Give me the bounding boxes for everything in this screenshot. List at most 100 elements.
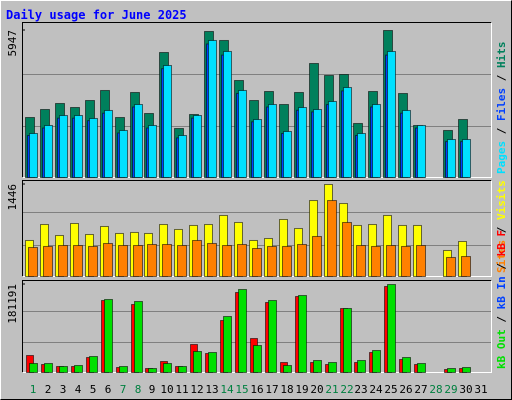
bar bbox=[447, 367, 456, 373]
legend-entry: kB F bbox=[495, 230, 508, 257]
bar bbox=[372, 349, 381, 373]
legend-entry: Files bbox=[495, 88, 508, 121]
x-tick-label: 10 bbox=[160, 383, 173, 396]
bar bbox=[28, 246, 38, 277]
bar bbox=[342, 221, 352, 277]
bar bbox=[223, 315, 232, 374]
bar bbox=[328, 361, 337, 373]
x-tick-label: 19 bbox=[295, 383, 308, 396]
bar bbox=[193, 115, 202, 179]
x-tick-label: 18 bbox=[280, 383, 293, 396]
chart-title: Daily usage for June 2025 bbox=[6, 8, 187, 22]
bar bbox=[73, 245, 83, 277]
bar bbox=[119, 129, 128, 178]
bar bbox=[74, 115, 83, 179]
bar bbox=[312, 235, 322, 277]
x-tick-label: 11 bbox=[175, 383, 188, 396]
x-tick-label: 26 bbox=[399, 383, 412, 396]
plot-border bbox=[22, 180, 492, 277]
legend-separator: / bbox=[495, 68, 508, 88]
x-tick-label: 9 bbox=[149, 383, 156, 396]
bar bbox=[44, 124, 53, 178]
x-tick-label: 3 bbox=[60, 383, 67, 396]
legend-separator: / bbox=[495, 121, 508, 141]
x-tick-label: 31 bbox=[474, 383, 487, 396]
bar bbox=[386, 245, 396, 277]
x-tick-label: 25 bbox=[384, 383, 397, 396]
bar bbox=[253, 344, 262, 373]
bar bbox=[268, 300, 277, 373]
bar bbox=[178, 135, 187, 178]
bar bbox=[387, 50, 396, 178]
bar bbox=[58, 245, 68, 277]
x-tick-label: 23 bbox=[354, 383, 367, 396]
bar bbox=[162, 243, 172, 278]
bar bbox=[282, 245, 292, 278]
bar bbox=[297, 243, 307, 278]
legend-separator: / bbox=[495, 256, 508, 276]
bar bbox=[447, 139, 456, 178]
bar bbox=[343, 87, 352, 178]
bar bbox=[192, 239, 202, 278]
x-tick-label: 6 bbox=[105, 383, 112, 396]
legend: Sites / Visits bbox=[495, 180, 508, 273]
legend-separator: / bbox=[495, 309, 508, 329]
x-tick-label: 5 bbox=[90, 383, 97, 396]
bar bbox=[283, 130, 292, 178]
bar bbox=[313, 359, 322, 374]
bar bbox=[357, 133, 366, 178]
bar bbox=[119, 365, 128, 374]
bar bbox=[417, 362, 426, 373]
bar bbox=[298, 294, 307, 373]
bar bbox=[462, 139, 471, 178]
bar bbox=[238, 289, 247, 373]
x-tick-label: 2 bbox=[45, 383, 52, 396]
bar bbox=[134, 104, 143, 178]
bar bbox=[148, 124, 157, 178]
x-tick-label: 29 bbox=[444, 383, 457, 396]
bar bbox=[207, 242, 217, 277]
bar bbox=[402, 356, 411, 373]
bar bbox=[357, 359, 366, 374]
bar bbox=[328, 100, 337, 178]
x-tick-label: 28 bbox=[429, 383, 442, 396]
bar bbox=[416, 245, 426, 277]
y-tick-label: 1446 bbox=[6, 184, 19, 211]
x-tick-label: 30 bbox=[459, 383, 472, 396]
bar bbox=[29, 362, 38, 373]
bar bbox=[89, 355, 98, 373]
bar bbox=[402, 109, 411, 178]
plot-border bbox=[22, 22, 492, 178]
bar bbox=[401, 245, 411, 278]
bar bbox=[59, 365, 68, 374]
bar bbox=[43, 245, 53, 278]
bar bbox=[147, 243, 157, 278]
bar bbox=[208, 351, 217, 373]
legend: kB Out / kB In / kB F bbox=[495, 230, 508, 369]
x-tick-label: 21 bbox=[325, 383, 338, 396]
legend-entry: kB In bbox=[495, 276, 508, 309]
bar bbox=[148, 367, 157, 373]
bar bbox=[356, 245, 366, 277]
bar bbox=[268, 104, 277, 178]
y-tick-label: 181191 bbox=[6, 284, 19, 324]
x-tick-label: 7 bbox=[120, 383, 127, 396]
bar bbox=[371, 245, 381, 278]
x-tick-label: 20 bbox=[310, 383, 323, 396]
bar bbox=[29, 133, 38, 178]
bar bbox=[237, 243, 247, 278]
x-tick-label: 4 bbox=[75, 383, 82, 396]
x-tick-label: 15 bbox=[235, 383, 248, 396]
bar bbox=[89, 117, 98, 178]
bar bbox=[177, 245, 187, 277]
legend-entry: Pages bbox=[495, 141, 508, 174]
bar bbox=[267, 245, 277, 278]
x-tick-label: 24 bbox=[369, 383, 383, 396]
bar bbox=[387, 284, 396, 373]
bar bbox=[283, 364, 292, 374]
legend: Pages / Files / Hits bbox=[495, 42, 508, 175]
bar bbox=[134, 300, 143, 373]
bar bbox=[103, 242, 113, 277]
